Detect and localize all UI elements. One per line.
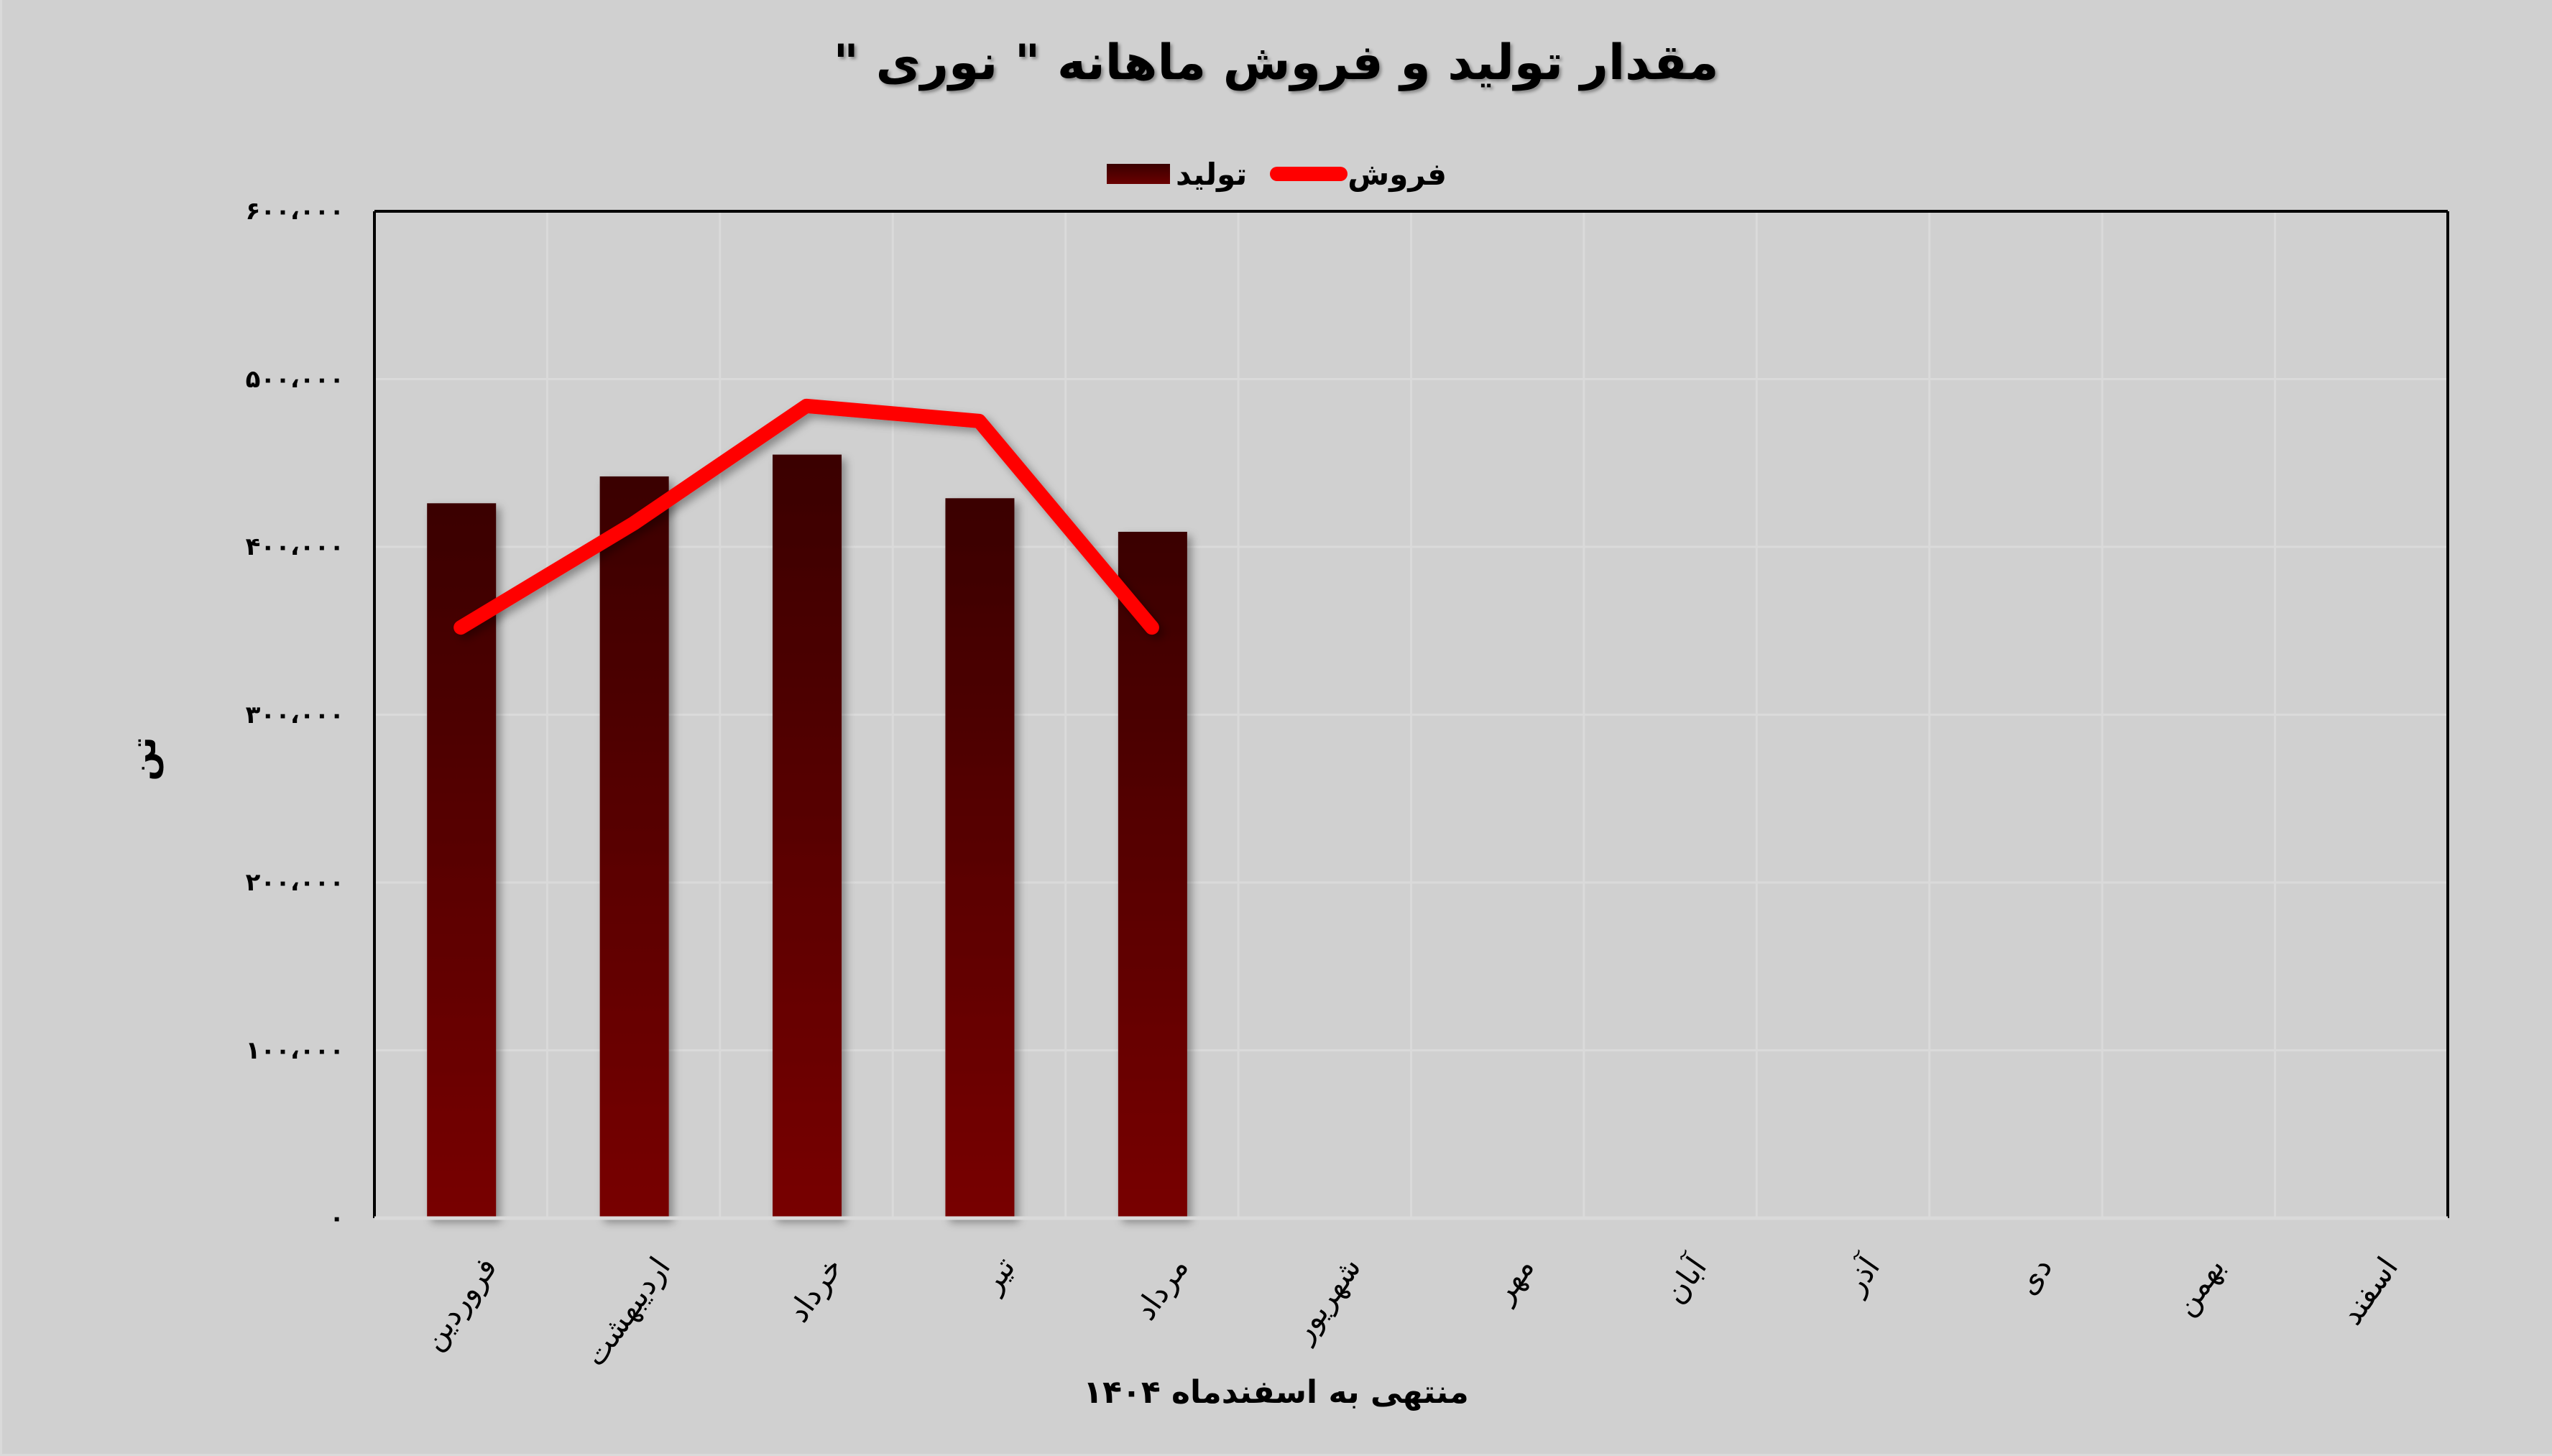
legend-label-sales: فروش <box>1348 156 1447 192</box>
production-bar[interactable] <box>773 454 842 1219</box>
production-bar[interactable] <box>1118 531 1187 1218</box>
y-tick-label: ۳۰۰،۰۰۰ <box>245 700 344 729</box>
y-tick-label: ۵۰۰،۰۰۰ <box>245 364 344 394</box>
sales-line <box>453 398 1159 635</box>
legend-item-production: تولید <box>1107 157 1247 192</box>
y-tick-label: ۴۰۰،۰۰۰ <box>245 533 344 561</box>
y-tick-label: ۰ <box>329 1204 344 1232</box>
production-swatch-icon <box>1107 164 1170 184</box>
gridlines <box>374 211 2448 1218</box>
production-bar[interactable] <box>599 476 669 1219</box>
chart-title: مقدار تولید و فروش ماهانه " نوری " <box>833 34 1719 91</box>
production-bar[interactable] <box>945 498 1015 1218</box>
y-tick-label: ۲۰۰،۰۰۰ <box>245 868 344 897</box>
legend: تولید فروش <box>1107 152 1447 195</box>
axes <box>373 210 2449 1220</box>
y-tick-label: ۱۰۰،۰۰۰ <box>245 1036 344 1065</box>
sales-polyline[interactable] <box>453 398 1159 635</box>
x-axis-label: منتهی به اسفندماه ۱۴۰۴ <box>1083 1374 1469 1411</box>
legend-item-sales: فروش <box>1247 157 1447 192</box>
sales-line-swatch-icon <box>1270 167 1348 181</box>
y-tick-label: ۶۰۰،۰۰۰ <box>245 197 344 226</box>
legend-label-production: تولید <box>1176 156 1248 192</box>
production-bars <box>427 454 1187 1219</box>
